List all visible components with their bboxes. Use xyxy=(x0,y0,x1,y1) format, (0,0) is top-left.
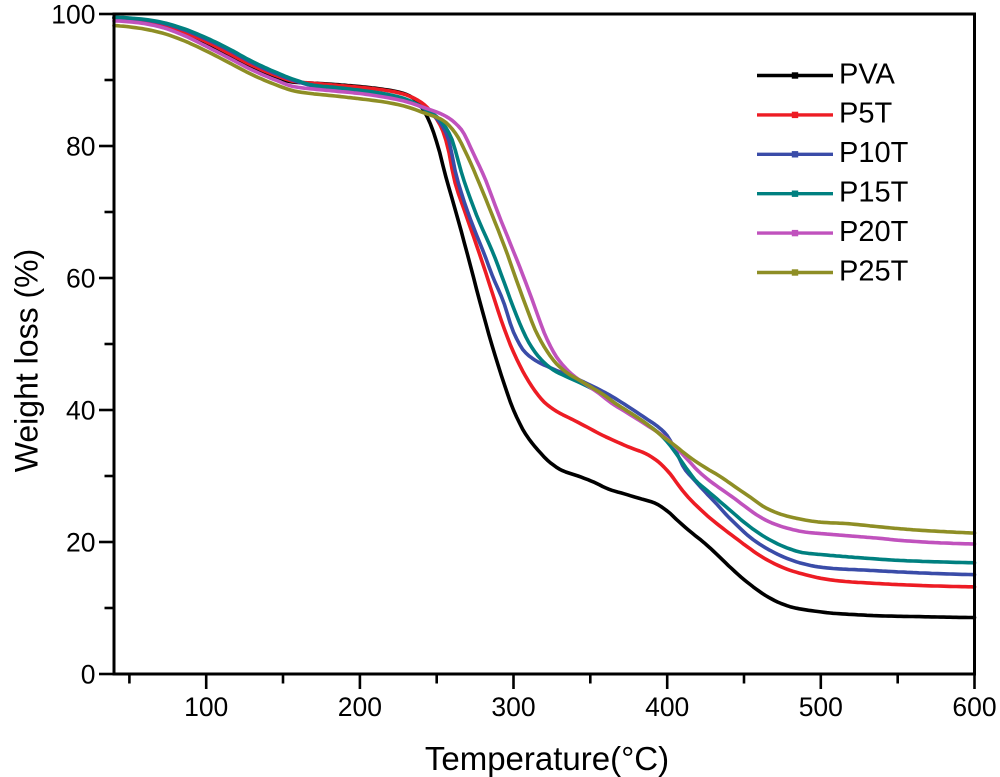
svg-text:300: 300 xyxy=(491,692,535,722)
svg-text:P25T: P25T xyxy=(839,255,909,287)
svg-text:P20T: P20T xyxy=(839,216,909,248)
svg-text:60: 60 xyxy=(66,264,95,294)
svg-text:Temperature(°C): Temperature(°C) xyxy=(425,740,669,777)
svg-text:Weight loss (%): Weight loss (%) xyxy=(9,249,45,472)
svg-text:40: 40 xyxy=(66,396,95,426)
svg-text:P5T: P5T xyxy=(839,98,892,130)
svg-text:PVA: PVA xyxy=(839,58,896,90)
svg-text:P15T: P15T xyxy=(839,177,909,209)
svg-text:0: 0 xyxy=(81,660,96,690)
svg-text:600: 600 xyxy=(952,692,996,722)
svg-text:100: 100 xyxy=(51,0,95,30)
svg-text:500: 500 xyxy=(799,692,843,722)
svg-text:400: 400 xyxy=(645,692,689,722)
svg-text:20: 20 xyxy=(66,528,95,558)
svg-text:80: 80 xyxy=(66,132,95,162)
svg-text:200: 200 xyxy=(338,692,382,722)
svg-text:P10T: P10T xyxy=(839,137,909,169)
svg-text:100: 100 xyxy=(184,692,228,722)
